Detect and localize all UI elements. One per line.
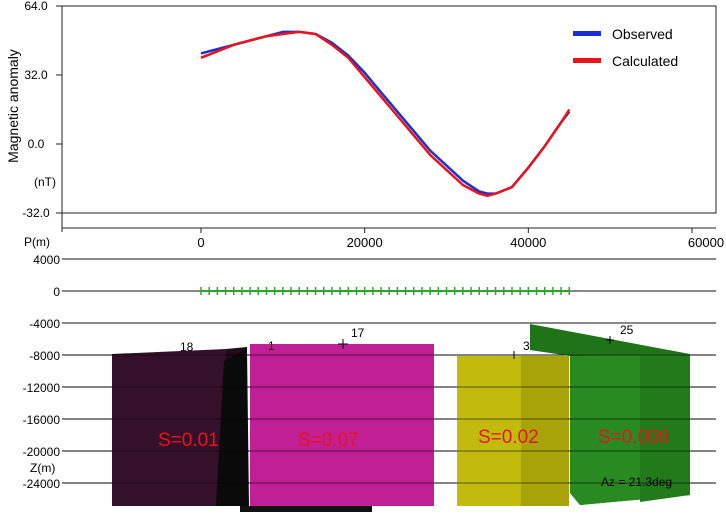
depth-tick-label: -4000 xyxy=(29,317,60,331)
susceptibility-label-17: S=0.07 xyxy=(298,430,359,451)
susceptibility-label-18: S=0.01 xyxy=(158,430,219,451)
series-line-calculated xyxy=(200,30,571,198)
body-3-side xyxy=(521,356,569,506)
body-3 xyxy=(457,356,569,506)
legend-swatch-calculated xyxy=(573,58,601,63)
body-18-face xyxy=(112,349,226,506)
body-25-side xyxy=(640,354,690,502)
body-17 xyxy=(250,344,434,506)
body-3-face xyxy=(457,356,521,506)
body-label-18: 18 xyxy=(180,340,194,354)
station-line xyxy=(200,287,570,295)
x-tick-label: 60000 xyxy=(688,235,724,250)
y-tick-label: 64.0 xyxy=(24,0,48,13)
x-axis-title: P(m) xyxy=(24,235,50,249)
depth-tick-label: -20000 xyxy=(23,445,61,459)
depth-tick-label: -12000 xyxy=(23,381,61,395)
body-label-3: 3 xyxy=(523,339,530,353)
body-label-17: 17 xyxy=(351,326,365,340)
y-ticks-bottom: 4000 0 -4000 -8000 -12000 -16000 -20000 -24000 xyxy=(23,253,61,491)
depth-tick-label: -24000 xyxy=(23,477,61,491)
series-lines xyxy=(200,30,571,198)
y-unit-label: (nT) xyxy=(34,175,56,189)
y-ticks-top: 64.0 32.0 0.0 -32.0 xyxy=(22,0,62,220)
legend-label-observed: Observed xyxy=(612,26,673,42)
y-tick-label: 32.0 xyxy=(24,68,48,82)
y-axis-title-bottom: Z(m) xyxy=(30,461,55,475)
x-tick-label: 40000 xyxy=(510,235,546,250)
body-label-25: 25 xyxy=(620,323,634,337)
body-25 xyxy=(530,324,690,505)
body-1-base xyxy=(240,506,372,512)
azimuth-label: Az = 21.3deg xyxy=(601,475,672,489)
x-tick-label: 20000 xyxy=(347,235,383,250)
legend-label-calculated: Calculated xyxy=(612,53,678,69)
susceptibility-label-3: S=0.02 xyxy=(478,427,539,448)
plot-frame-top xyxy=(61,5,717,214)
depth-tick-label: 4000 xyxy=(33,253,60,267)
body-markers xyxy=(338,336,614,359)
body-label-1: 1 xyxy=(268,339,275,353)
depth-tick-label: -16000 xyxy=(23,413,61,427)
susceptibility-label-25: S=0.008 xyxy=(598,427,669,448)
depth-tick-label: -8000 xyxy=(29,349,60,363)
y-tick-label: -32.0 xyxy=(22,206,50,220)
legend-swatch-observed xyxy=(573,31,601,36)
x-tick-label: 0 xyxy=(197,235,204,250)
body-17-face xyxy=(250,344,434,506)
y-tick-label: 0.0 xyxy=(28,137,45,151)
depth-tick-label: 0 xyxy=(53,285,60,299)
legend: Observed Calculated xyxy=(573,26,678,69)
y-axis-title-top: Magnetic anomaly xyxy=(5,49,21,163)
depth-grid-overlay xyxy=(62,354,716,484)
x-ticks-top: 0 20000 40000 60000 xyxy=(197,228,724,250)
